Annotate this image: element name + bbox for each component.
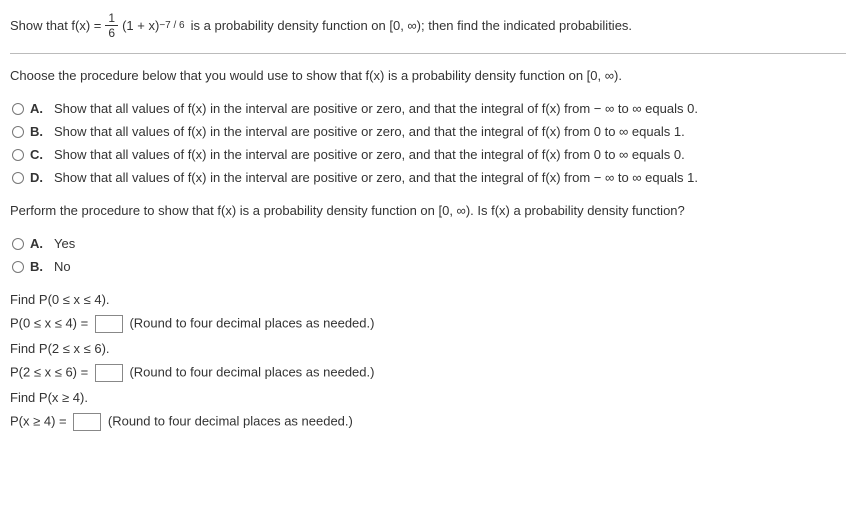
problem-statement: Show that f(x) = 1 6 (1 + x) −7 / 6 is a… (10, 12, 846, 39)
fraction-numerator: 1 (105, 12, 118, 26)
radio-icon (12, 149, 24, 161)
find-p-ge4-lhs: P(x ≥ 4) = (10, 413, 67, 428)
option-text: Yes (54, 236, 75, 251)
q1-option-d[interactable]: D. Show that all values of f(x) in the i… (12, 166, 846, 189)
option-letter: D. (30, 170, 48, 185)
q1-option-a[interactable]: A. Show that all values of f(x) in the i… (12, 97, 846, 120)
radio-icon (12, 126, 24, 138)
find-p-2-6-lhs: P(2 ≤ x ≤ 6) = (10, 364, 88, 379)
find-p-0-4-row: P(0 ≤ x ≤ 4) = (Round to four decimal pl… (10, 315, 846, 333)
intro-text-3: is a probability density function on [0,… (191, 18, 632, 33)
option-text: No (54, 259, 71, 274)
radio-icon (12, 172, 24, 184)
radio-icon (12, 103, 24, 115)
find-p-ge4-label: Find P(x ≥ 4). (10, 390, 846, 405)
fraction-denominator: 6 (108, 26, 115, 39)
option-letter: B. (30, 124, 48, 139)
q2-option-a[interactable]: A. Yes (12, 232, 846, 255)
divider (10, 53, 846, 54)
find-p-0-4-label: Find P(0 ≤ x ≤ 4). (10, 292, 846, 307)
find-p-ge4-hint: (Round to four decimal places as needed.… (108, 413, 353, 428)
q1-prompt: Choose the procedure below that you woul… (10, 68, 846, 83)
q2-prompt: Perform the procedure to show that f(x) … (10, 203, 846, 218)
radio-icon (12, 238, 24, 250)
q2-option-b[interactable]: B. No (12, 255, 846, 278)
option-letter: C. (30, 147, 48, 162)
option-text: Show that all values of f(x) in the inte… (54, 101, 698, 116)
find-p-2-6-label: Find P(2 ≤ x ≤ 6). (10, 341, 846, 356)
q1-option-b[interactable]: B. Show that all values of f(x) in the i… (12, 120, 846, 143)
intro-text-1: Show that f(x) = (10, 18, 101, 33)
option-letter: A. (30, 236, 48, 251)
q1-option-c[interactable]: C. Show that all values of f(x) in the i… (12, 143, 846, 166)
find-p-2-6-hint: (Round to four decimal places as needed.… (129, 364, 374, 379)
find-p-ge4-input[interactable] (73, 413, 101, 431)
q2-options: A. Yes B. No (12, 232, 846, 278)
option-letter: A. (30, 101, 48, 116)
find-p-0-4-hint: (Round to four decimal places as needed.… (129, 315, 374, 330)
find-p-2-6-row: P(2 ≤ x ≤ 6) = (Round to four decimal pl… (10, 364, 846, 382)
option-text: Show that all values of f(x) in the inte… (54, 147, 685, 162)
radio-icon (12, 261, 24, 273)
fraction-one-sixth: 1 6 (105, 12, 118, 39)
find-p-0-4-lhs: P(0 ≤ x ≤ 4) = (10, 315, 88, 330)
option-letter: B. (30, 259, 48, 274)
intro-exponent: −7 / 6 (159, 20, 184, 31)
find-p-ge4-row: P(x ≥ 4) = (Round to four decimal places… (10, 413, 846, 431)
find-p-2-6-input[interactable] (95, 364, 123, 382)
option-text: Show that all values of f(x) in the inte… (54, 124, 685, 139)
intro-text-2: (1 + x) (122, 18, 159, 33)
option-text: Show that all values of f(x) in the inte… (54, 170, 698, 185)
q1-options: A. Show that all values of f(x) in the i… (12, 97, 846, 189)
find-p-0-4-input[interactable] (95, 315, 123, 333)
